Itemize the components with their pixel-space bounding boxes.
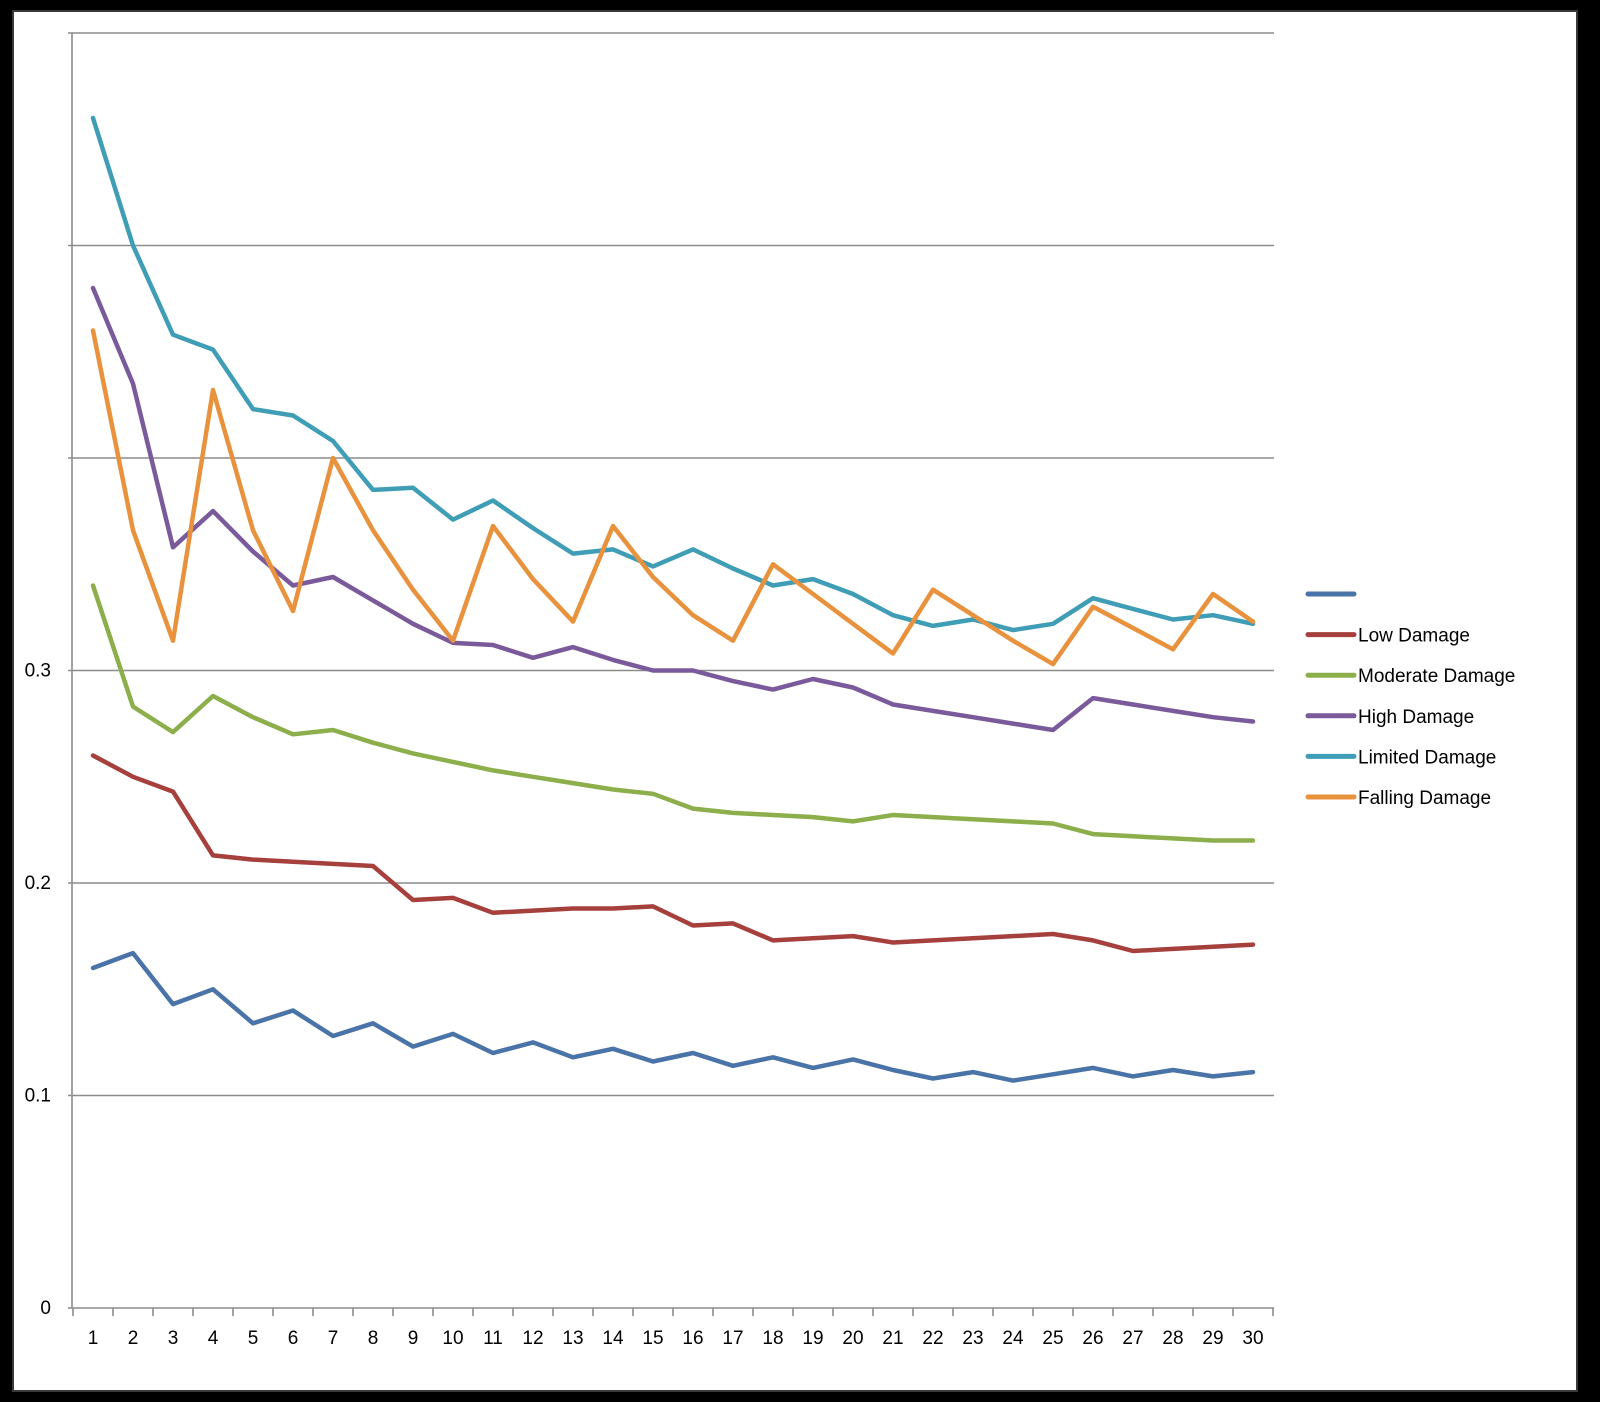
x-tick-label: 7 [328,1328,339,1349]
x-tick-label: 4 [208,1328,219,1349]
y-tick-label: 0.3 [25,661,51,682]
x-tick-label: 25 [1042,1328,1063,1349]
series-line-6 [90,328,1256,667]
legend: Low Damage Moderate Damage High Damage Limi… [1305,591,1515,809]
series-line-3 [90,583,1256,843]
x-tick-label: 30 [1242,1328,1263,1349]
series-lines [90,115,1256,1083]
x-tick-label: 16 [682,1328,703,1349]
y-tick-label: 0.1 [25,1086,51,1107]
x-tick-label: 26 [1082,1328,1103,1349]
series-line-5 [90,115,1256,633]
x-tick-label: 5 [248,1328,259,1349]
legend-label: Moderate Damage [1358,666,1515,687]
axes: 1 2 3 4 5 6 7 8 9 10 11 12 13 14 15 16 17 18 19 20 21 22 23 24 2… [25,33,1274,1349]
legend-label: High Damage [1358,707,1474,728]
x-tick-label: 15 [642,1328,663,1349]
x-tick-label: 1 [88,1328,99,1349]
x-tick-label: 20 [842,1328,863,1349]
x-tick-label: 12 [522,1328,543,1349]
x-tick-label: 23 [962,1328,983,1349]
legend-label: Low Damage [1358,626,1470,647]
x-tick-label: 18 [762,1328,783,1349]
x-tick-label: 27 [1122,1328,1143,1349]
legend-label: Falling Damage [1358,788,1491,809]
x-tick-label: 28 [1162,1328,1183,1349]
x-tick-label: 10 [442,1328,463,1349]
x-tick-label: 19 [802,1328,823,1349]
series-line-1 [90,950,1256,1083]
x-tick-label: 8 [368,1328,379,1349]
series-line-2 [90,753,1256,954]
x-tick-label: 29 [1202,1328,1223,1349]
x-tick-label: 24 [1002,1328,1024,1349]
grid-lines [68,32,1274,1097]
x-tick-label: 17 [722,1328,743,1349]
line-chart: 1 2 3 4 5 6 7 8 9 10 11 12 13 14 15 16 17 18 19 20 21 22 23 24 2… [25,32,1515,1349]
x-tick-label: 14 [602,1328,624,1349]
x-tick-label: 3 [168,1328,179,1349]
y-tick-label: 0 [40,1298,51,1319]
legend-label: Limited Damage [1358,747,1496,768]
x-tick-label: 22 [922,1328,943,1349]
x-tick-label: 9 [408,1328,419,1349]
series-line-4 [90,285,1256,733]
x-tick-label: 13 [562,1328,583,1349]
x-tick-label: 6 [288,1328,299,1349]
y-tick-label: 0.2 [25,873,51,894]
x-tick-label: 2 [128,1328,139,1349]
x-tick-label: 21 [882,1328,903,1349]
chart-frame: 1 2 3 4 5 6 7 8 9 10 11 12 13 14 15 16 17 18 19 20 21 22 23 24 2… [12,10,1578,1392]
x-tick-label: 11 [483,1328,503,1349]
